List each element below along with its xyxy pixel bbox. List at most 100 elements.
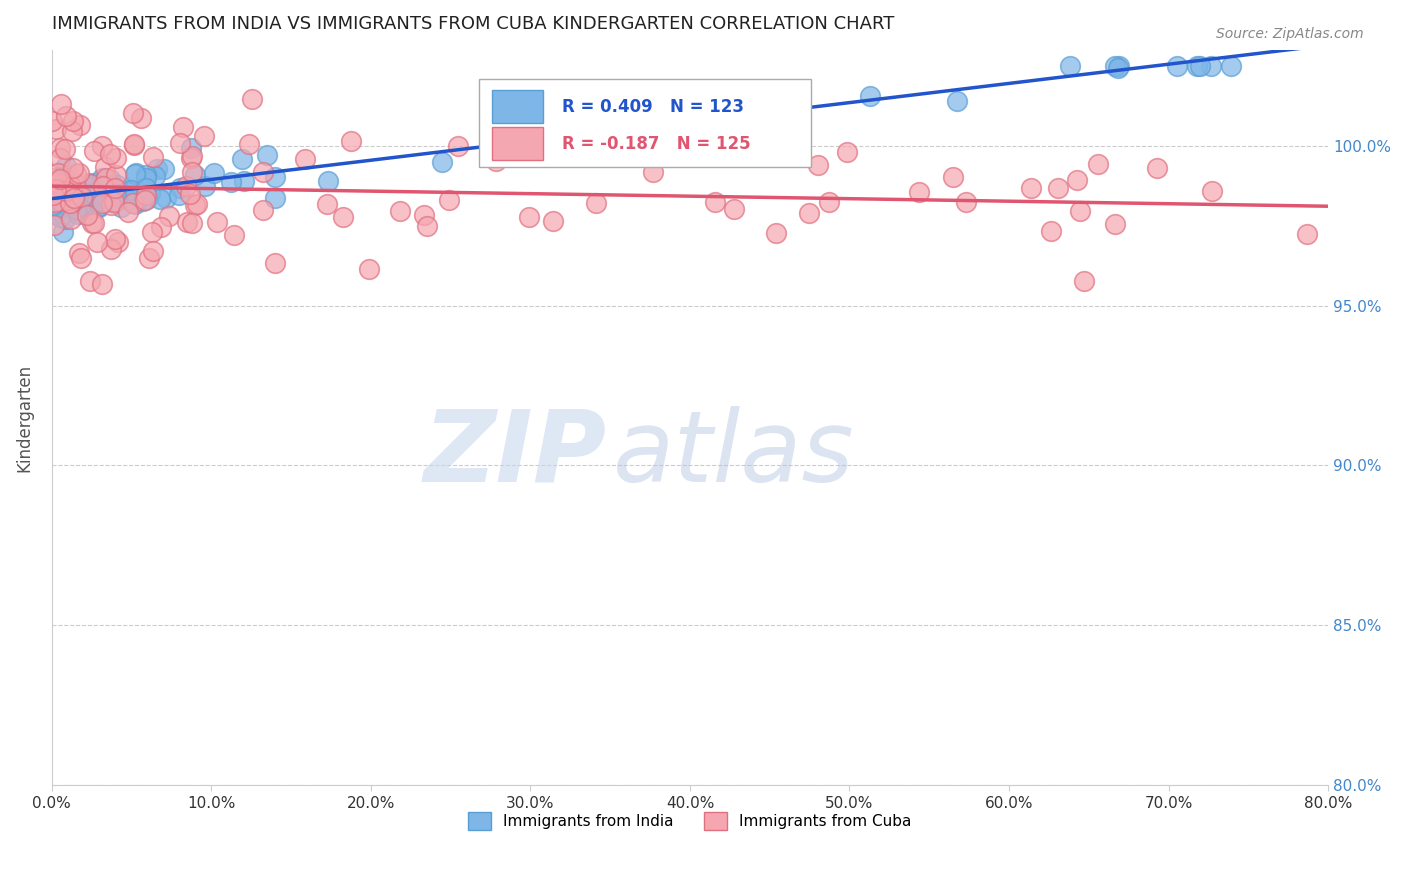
Immigrants from India [264, 191, 287, 205]
Immigrants from Cuba [340, 134, 363, 148]
Immigrants from India [232, 174, 254, 188]
Text: ZIP: ZIP [425, 406, 607, 503]
Immigrants from India [110, 200, 132, 214]
Immigrants from India [263, 170, 285, 185]
Immigrants from Cuba [169, 136, 191, 151]
Immigrants from Cuba [103, 195, 125, 210]
Immigrants from India [66, 192, 89, 206]
Immigrants from Cuba [70, 190, 93, 204]
Immigrants from India [46, 191, 69, 205]
Immigrants from India [87, 188, 110, 202]
Immigrants from Cuba [63, 191, 86, 205]
Text: atlas: atlas [613, 406, 855, 503]
Immigrants from Cuba [240, 92, 263, 106]
Immigrants from India [318, 174, 340, 188]
Immigrants from Cuba [135, 187, 157, 202]
Immigrants from Cuba [359, 262, 381, 277]
Immigrants from India [44, 207, 66, 221]
Immigrants from Cuba [104, 181, 127, 195]
Immigrants from India [1220, 59, 1243, 73]
Immigrants from India [53, 212, 76, 227]
Immigrants from Cuba [117, 205, 139, 219]
Immigrants from India [41, 183, 63, 197]
Immigrants from Cuba [93, 178, 115, 193]
Immigrants from Cuba [643, 164, 665, 178]
Text: R = -0.187   N = 125: R = -0.187 N = 125 [562, 135, 751, 153]
Immigrants from India [184, 168, 207, 182]
Immigrants from India [654, 99, 676, 113]
Immigrants from Cuba [124, 137, 146, 152]
Immigrants from India [219, 175, 242, 189]
Immigrants from Cuba [157, 209, 180, 223]
Immigrants from Cuba [63, 176, 86, 190]
Immigrants from India [59, 182, 82, 196]
Immigrants from Cuba [86, 235, 108, 249]
Immigrants from India [63, 203, 86, 218]
Immigrants from India [45, 202, 67, 216]
Immigrants from India [55, 159, 77, 173]
Immigrants from Cuba [46, 166, 69, 180]
Immigrants from India [90, 171, 112, 186]
Immigrants from Cuba [141, 226, 163, 240]
Immigrants from India [105, 178, 128, 192]
Immigrants from India [93, 174, 115, 188]
Immigrants from Cuba [817, 194, 839, 209]
Immigrants from Cuba [121, 106, 143, 120]
Immigrants from India [87, 187, 110, 202]
Immigrants from Cuba [797, 206, 820, 220]
Immigrants from Cuba [174, 178, 197, 193]
Immigrants from Cuba [98, 146, 121, 161]
Immigrants from India [45, 202, 67, 217]
Immigrants from Cuba [1104, 217, 1126, 231]
Immigrants from India [859, 88, 882, 103]
Immigrants from Cuba [107, 235, 129, 249]
Immigrants from Cuba [122, 196, 145, 211]
Immigrants from India [52, 181, 75, 195]
Immigrants from India [55, 174, 77, 188]
Immigrants from Cuba [942, 169, 965, 184]
Immigrants from India [82, 186, 104, 201]
Immigrants from India [533, 140, 555, 154]
Immigrants from India [42, 198, 65, 212]
Immigrants from India [45, 197, 67, 211]
Immigrants from Cuba [585, 196, 607, 211]
Immigrants from Cuba [172, 120, 194, 134]
Immigrants from Cuba [59, 195, 82, 210]
Immigrants from Cuba [437, 193, 460, 207]
Immigrants from India [51, 188, 73, 202]
Immigrants from India [62, 182, 84, 196]
Immigrants from Cuba [55, 185, 77, 199]
Immigrants from India [136, 192, 159, 206]
Immigrants from Cuba [46, 176, 69, 190]
Immigrants from Cuba [41, 170, 63, 185]
Immigrants from India [627, 107, 650, 121]
Immigrants from Cuba [129, 111, 152, 125]
Immigrants from India [69, 184, 91, 198]
Immigrants from Cuba [100, 198, 122, 212]
Immigrants from India [430, 155, 453, 169]
Immigrants from India [44, 196, 66, 211]
Immigrants from Cuba [1201, 184, 1223, 198]
Immigrants from India [48, 182, 70, 196]
Immigrants from Cuba [1073, 274, 1095, 288]
Immigrants from India [167, 188, 190, 202]
Immigrants from Cuba [69, 251, 91, 265]
Immigrants from India [98, 172, 121, 186]
Immigrants from India [180, 140, 202, 154]
Immigrants from Cuba [41, 113, 63, 128]
Immigrants from India [69, 200, 91, 214]
Immigrants from India [53, 193, 76, 207]
Immigrants from Cuba [447, 138, 470, 153]
Immigrants from India [98, 189, 121, 203]
Immigrants from Cuba [59, 212, 82, 227]
Immigrants from Cuba [180, 151, 202, 165]
Immigrants from India [45, 190, 67, 204]
Immigrants from India [72, 207, 94, 221]
Immigrants from Cuba [60, 124, 83, 138]
Immigrants from Cuba [90, 139, 112, 153]
Immigrants from Cuba [252, 203, 274, 218]
Immigrants from Cuba [134, 194, 156, 208]
Immigrants from India [49, 169, 72, 184]
Immigrants from India [740, 99, 762, 113]
Immigrants from India [56, 173, 79, 187]
